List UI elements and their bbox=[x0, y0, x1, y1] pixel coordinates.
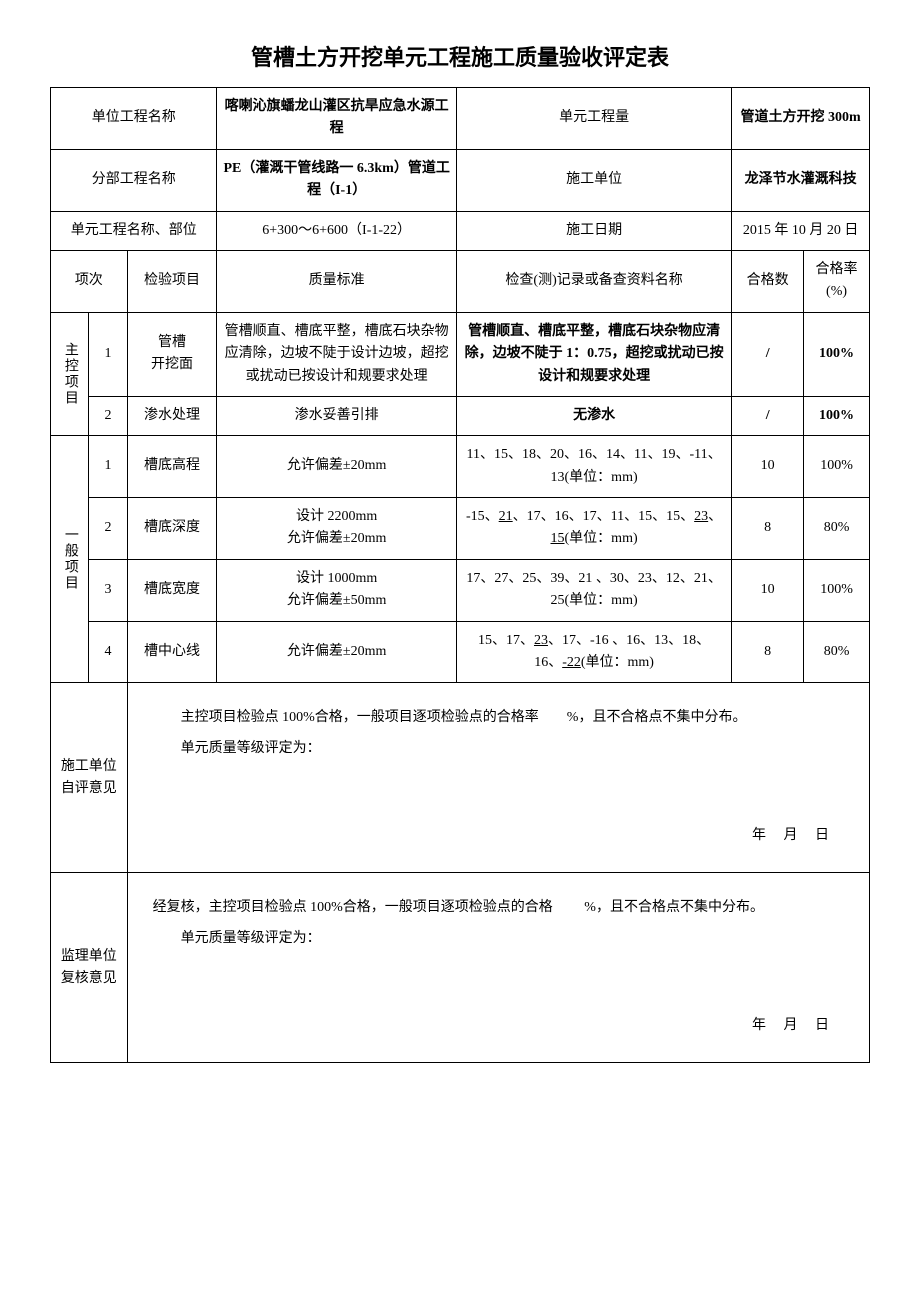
column-header-row: 项次 检验项目 质量标准 检查(测)记录或备查资料名称 合格数 合格率(%) bbox=[51, 250, 870, 312]
main-1-item-l1: 管槽 bbox=[158, 335, 186, 350]
label-sub-proj: 分部工程名称 bbox=[51, 149, 217, 211]
gen-3-idx: 3 bbox=[89, 559, 127, 621]
self-opinion-row: 施工单位自评意见 主控项目检验点 100%合格，一般项目逐项检验点的合格率 %，… bbox=[51, 683, 870, 873]
label-unit-qty: 单元工程量 bbox=[456, 88, 731, 150]
col-pass-rate: 合格率(%) bbox=[804, 250, 870, 312]
review-opinion-content: 经复核，主控项目检验点 100%合格，一般项目逐项检验点的合格 %，且不合格点不… bbox=[127, 873, 869, 1063]
label-unit-proj: 单位工程名称 bbox=[51, 88, 217, 150]
main-1-idx: 1 bbox=[89, 312, 127, 396]
gen-1-item: 槽底高程 bbox=[127, 436, 217, 498]
gen-1-std: 允许偏差±20mm bbox=[217, 436, 456, 498]
evaluation-table: 单位工程名称 喀喇沁旗蟠龙山灌区抗旱应急水源工程 单元工程量 管道土方开挖 30… bbox=[50, 87, 870, 1063]
label-date: 施工日期 bbox=[456, 211, 731, 250]
general-row-1: 一般项目 1 槽底高程 允许偏差±20mm 11、15、18、20、16、14、… bbox=[51, 436, 870, 498]
main-1-pass-rate: 100% bbox=[804, 312, 870, 396]
review-line1: 经复核，主控项目检验点 100%合格，一般项目逐项检验点的合格 %，且不合格点不… bbox=[153, 900, 764, 915]
label-contractor: 施工单位 bbox=[456, 149, 731, 211]
gen-2-pass-count: 8 bbox=[732, 498, 804, 560]
main-1-item-l2: 开挖面 bbox=[151, 357, 193, 372]
col-seq: 项次 bbox=[51, 250, 128, 312]
main-row-1: 主控项目 1 管槽 开挖面 管槽顺直、槽底平整，槽底石块杂物应清除，边坡不陡于设… bbox=[51, 312, 870, 396]
general-row-2: 2 槽底深度 设计 2200mm 允许偏差±20mm -15、21、17、16、… bbox=[51, 498, 870, 560]
review-line2: 单元质量等级评定为： bbox=[153, 924, 844, 955]
category-general: 一般项目 bbox=[51, 436, 89, 683]
review-opinion-label: 监理单位复核意见 bbox=[51, 873, 128, 1063]
page-title: 管槽土方开挖单元工程施工质量验收评定表 bbox=[50, 40, 870, 72]
self-opinion-content: 主控项目检验点 100%合格，一般项目逐项检验点的合格率 %，且不合格点不集中分… bbox=[127, 683, 869, 873]
gen-4-idx: 4 bbox=[89, 621, 127, 683]
gen-4-pass-rate: 80% bbox=[804, 621, 870, 683]
gen-3-std-l1: 设计 1000mm bbox=[296, 571, 377, 586]
gen-1-pass-count: 10 bbox=[732, 436, 804, 498]
main-2-std: 渗水妥善引排 bbox=[217, 396, 456, 435]
col-record: 检查(测)记录或备查资料名称 bbox=[456, 250, 731, 312]
gen-1-pass-rate: 100% bbox=[804, 436, 870, 498]
header-row-2: 分部工程名称 PE（灌溉干管线路一 6.3km）管道工程（I-1） 施工单位 龙… bbox=[51, 149, 870, 211]
self-line1: 主控项目检验点 100%合格，一般项目逐项检验点的合格率 %，且不合格点不集中分… bbox=[153, 703, 844, 734]
main-1-pass-count: / bbox=[732, 312, 804, 396]
main-2-idx: 2 bbox=[89, 396, 127, 435]
gen-3-std-l2: 允许偏差±50mm bbox=[287, 593, 386, 608]
gen-2-pass-rate: 80% bbox=[804, 498, 870, 560]
value-unit-qty: 管道土方开挖 300m bbox=[732, 88, 870, 150]
label-unit-name: 单元工程名称、部位 bbox=[51, 211, 217, 250]
gen-4-std: 允许偏差±20mm bbox=[217, 621, 456, 683]
main-row-2: 2 渗水处理 渗水妥善引排 无渗水 / 100% bbox=[51, 396, 870, 435]
gen-2-std-l1: 设计 2200mm bbox=[296, 509, 377, 524]
gen-2-idx: 2 bbox=[89, 498, 127, 560]
gen-2-item: 槽底深度 bbox=[127, 498, 217, 560]
gen-3-std: 设计 1000mm 允许偏差±50mm bbox=[217, 559, 456, 621]
gen-2-std: 设计 2200mm 允许偏差±20mm bbox=[217, 498, 456, 560]
main-2-item: 渗水处理 bbox=[127, 396, 217, 435]
review-opinion-row: 监理单位复核意见 经复核，主控项目检验点 100%合格，一般项目逐项检验点的合格… bbox=[51, 873, 870, 1063]
gen-1-idx: 1 bbox=[89, 436, 127, 498]
gen-4-pass-count: 8 bbox=[732, 621, 804, 683]
main-1-record: 管槽顺直、槽底平整，槽底石块杂物应清除，边坡不陡于 1：0.75，超挖或扰动已按… bbox=[456, 312, 731, 396]
col-pass-count: 合格数 bbox=[732, 250, 804, 312]
gen-3-pass-rate: 100% bbox=[804, 559, 870, 621]
general-row-4: 4 槽中心线 允许偏差±20mm 15、17、23、17、-16 、16、13、… bbox=[51, 621, 870, 683]
value-unit-name: 6+300～6+600（I-1-22） bbox=[217, 211, 456, 250]
self-opinion-label: 施工单位自评意见 bbox=[51, 683, 128, 873]
value-sub-proj: PE（灌溉干管线路一 6.3km）管道工程（I-1） bbox=[217, 149, 456, 211]
gen-3-item: 槽底宽度 bbox=[127, 559, 217, 621]
main-2-pass-count: / bbox=[732, 396, 804, 435]
gen-4-item: 槽中心线 bbox=[127, 621, 217, 683]
self-date: 年 月 日 bbox=[752, 825, 829, 847]
self-line2: 单元质量等级评定为： bbox=[153, 734, 844, 765]
value-contractor: 龙泽节水灌溉科技 bbox=[732, 149, 870, 211]
header-row-3: 单元工程名称、部位 6+300～6+600（I-1-22） 施工日期 2015 … bbox=[51, 211, 870, 250]
gen-3-record: 17、27、25、39、21 、30、23、12、21、25(单位：mm) bbox=[456, 559, 731, 621]
review-date: 年 月 日 bbox=[752, 1015, 829, 1037]
gen-3-pass-count: 10 bbox=[732, 559, 804, 621]
main-2-record: 无渗水 bbox=[456, 396, 731, 435]
value-date: 2015 年 10 月 20 日 bbox=[732, 211, 870, 250]
main-1-std: 管槽顺直、槽底平整，槽底石块杂物应清除，边坡不陡于设计边坡，超挖或扰动已按设计和… bbox=[217, 312, 456, 396]
col-std: 质量标准 bbox=[217, 250, 456, 312]
gen-1-record: 11、15、18、20、16、14、11、19、-11、13(单位：mm) bbox=[456, 436, 731, 498]
general-row-3: 3 槽底宽度 设计 1000mm 允许偏差±50mm 17、27、25、39、2… bbox=[51, 559, 870, 621]
header-row-1: 单位工程名称 喀喇沁旗蟠龙山灌区抗旱应急水源工程 单元工程量 管道土方开挖 30… bbox=[51, 88, 870, 150]
main-2-pass-rate: 100% bbox=[804, 396, 870, 435]
gen-4-record: 15、17、23、17、-16 、16、13、18、16、-22(单位：mm) bbox=[456, 621, 731, 683]
gen-2-std-l2: 允许偏差±20mm bbox=[287, 531, 386, 546]
main-1-item: 管槽 开挖面 bbox=[127, 312, 217, 396]
col-item: 检验项目 bbox=[127, 250, 217, 312]
category-main: 主控项目 bbox=[51, 312, 89, 436]
gen-2-record: -15、21、17、16、17、11、15、15、23、15(单位：mm) bbox=[456, 498, 731, 560]
value-unit-proj: 喀喇沁旗蟠龙山灌区抗旱应急水源工程 bbox=[217, 88, 456, 150]
